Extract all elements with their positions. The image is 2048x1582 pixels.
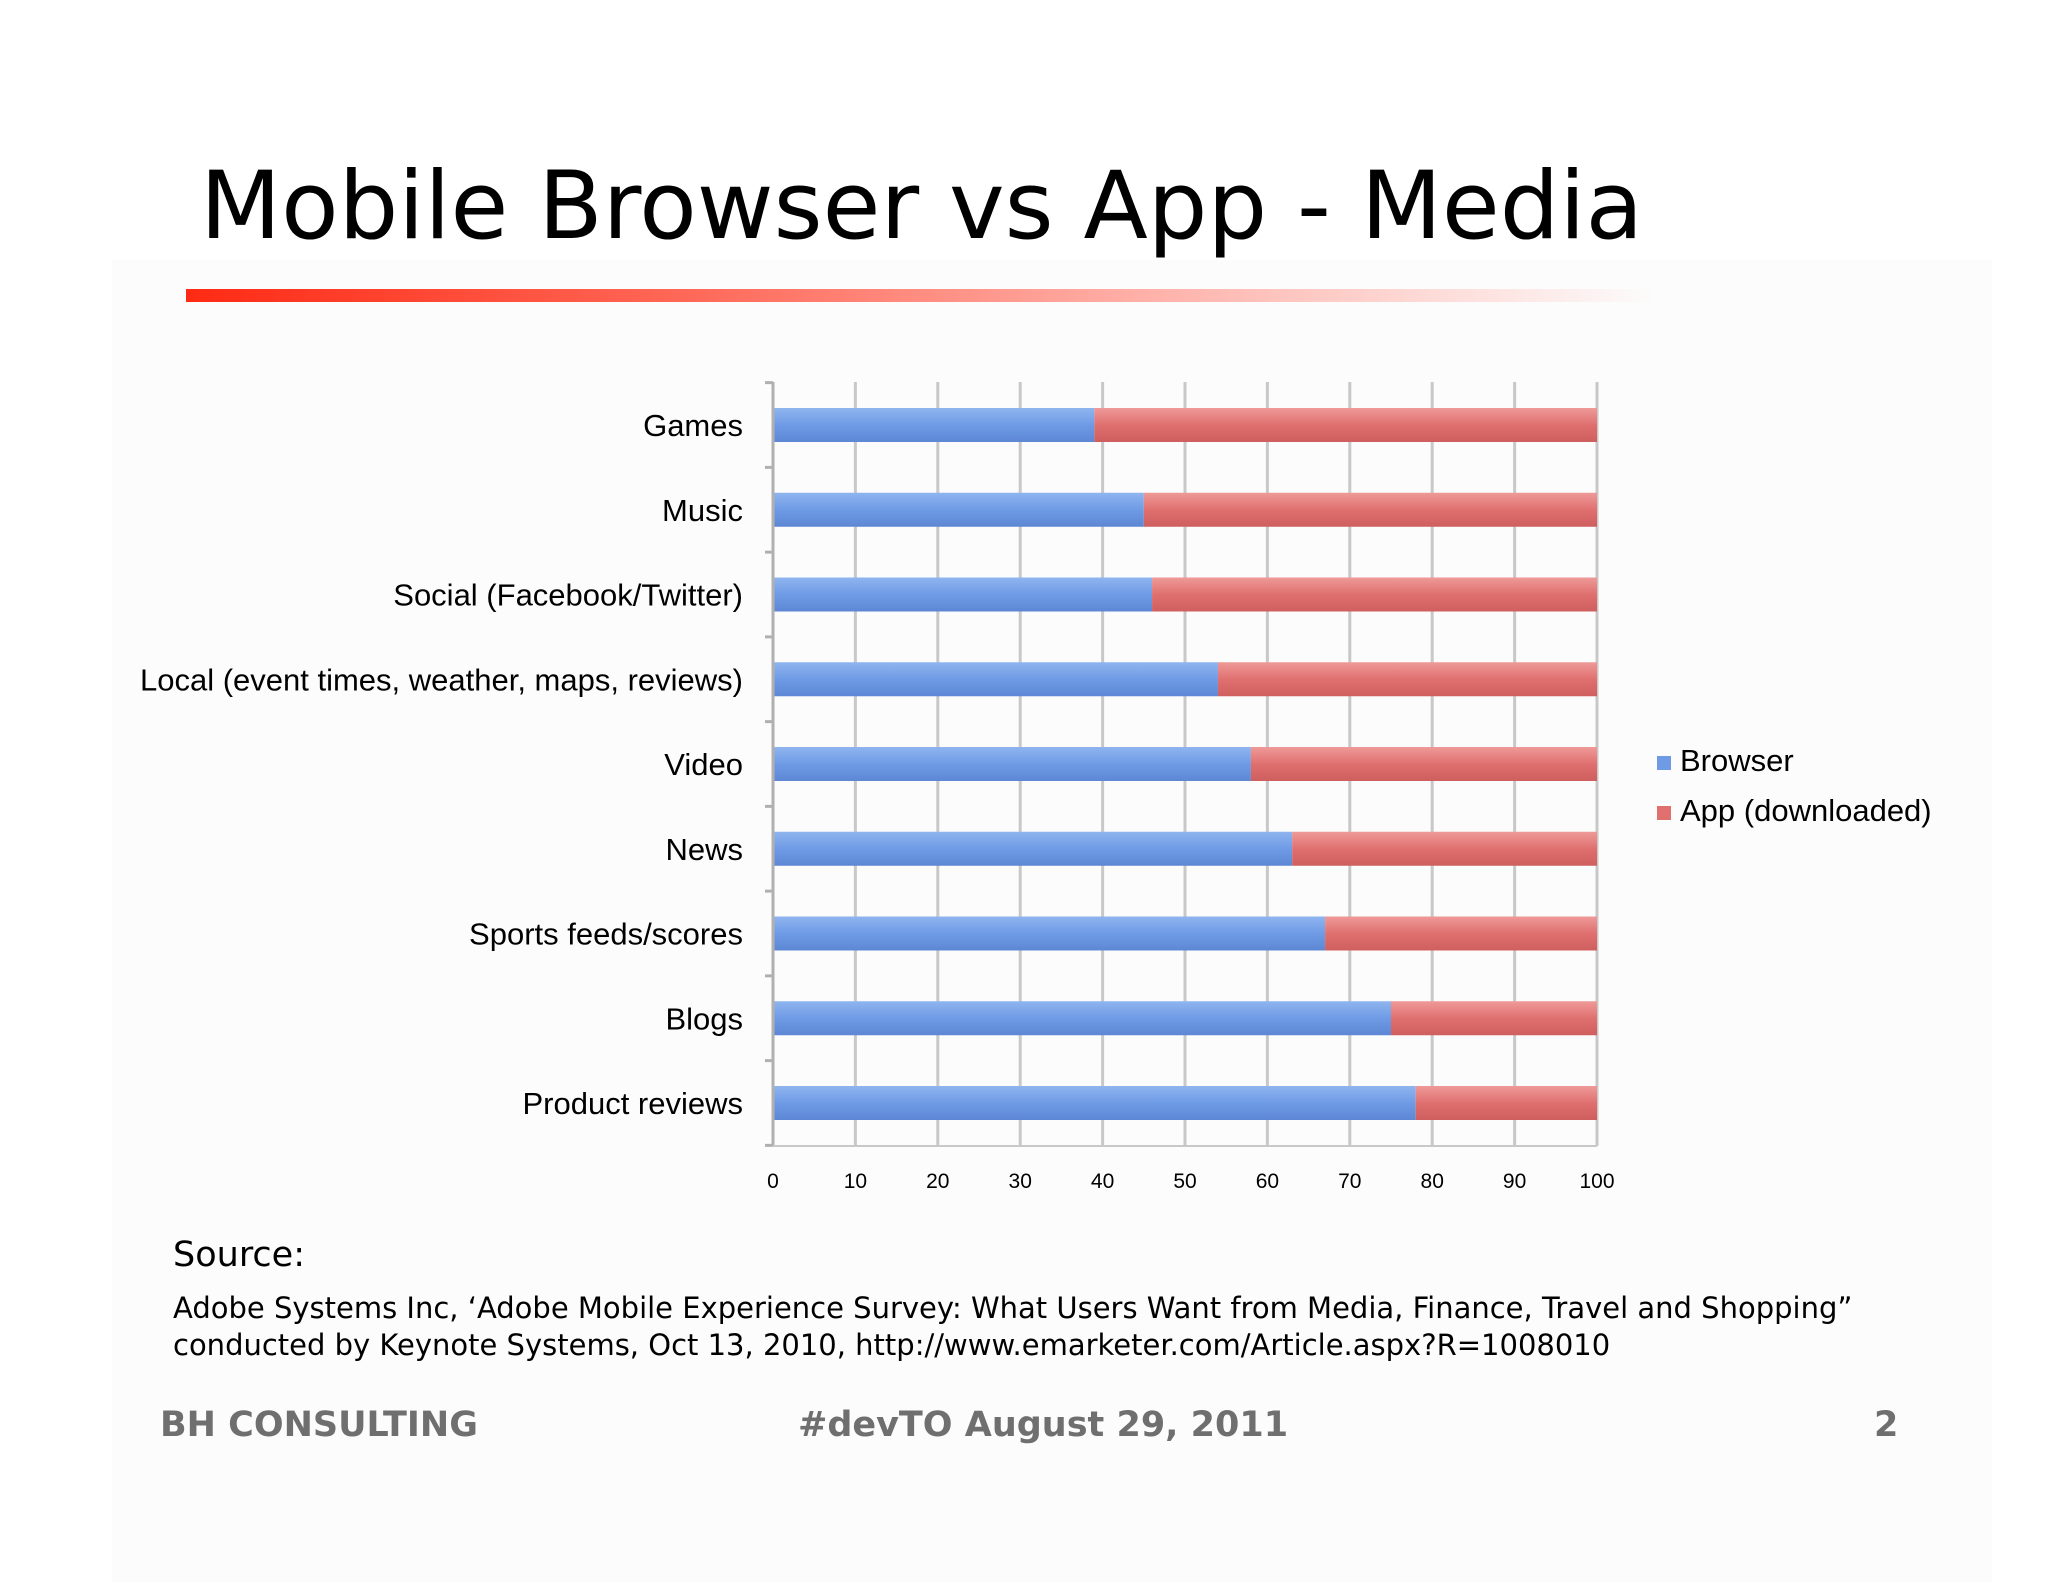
legend-label-app: App (downloaded): [1680, 793, 1932, 828]
bar-browser-5: [773, 831, 1293, 866]
bar-browser-8: [773, 1086, 1416, 1120]
footer-event-date: #devTO August 29, 2011: [798, 1405, 1289, 1445]
category-labels: Games Music Social (Facebook/Twitter) Local…: [140, 408, 743, 1121]
category-label: Local (event times, weather, maps, revie…: [140, 662, 743, 697]
x-tick-label: 90: [1503, 1170, 1526, 1193]
category-label: News: [665, 832, 743, 867]
x-tick-label: 30: [1009, 1170, 1032, 1193]
bar-browser-7: [773, 1001, 1391, 1036]
legend-swatch-browser: [1657, 756, 1671, 770]
bar-app-6: [1325, 916, 1597, 951]
slide-title: Mobile Browser vs App - Media: [200, 152, 1644, 261]
category-label: Music: [662, 493, 743, 528]
legend: Browser App (downloaded): [1657, 743, 1932, 828]
category-label: Blogs: [665, 1001, 743, 1036]
category-label: Games: [643, 408, 743, 443]
bar-app-5: [1292, 831, 1597, 866]
source-citation: Adobe Systems Inc, ‘Adobe Mobile Experie…: [173, 1290, 1993, 1364]
bars: [773, 408, 1597, 1120]
x-tick-label: 60: [1256, 1170, 1279, 1193]
axis: [765, 381, 1597, 1147]
category-label: Sports feeds/scores: [469, 917, 743, 952]
bar-browser-6: [773, 916, 1326, 951]
x-tick-label: 0: [767, 1170, 779, 1193]
tick-labels: 0 10 20 30 40 50 60 70 80 90 100: [767, 1170, 1614, 1193]
bar-browser-4: [773, 747, 1251, 781]
bar-browser-2: [773, 577, 1153, 612]
bar-app-7: [1391, 1001, 1597, 1036]
bar-app-2: [1152, 577, 1597, 612]
x-tick-label: 100: [1579, 1170, 1614, 1193]
bar-app-3: [1217, 662, 1597, 697]
category-label: Product reviews: [522, 1086, 743, 1121]
source-line-2: conducted by Keynote Systems, Oct 13, 20…: [173, 1328, 1611, 1362]
source-heading: Source:: [173, 1235, 306, 1275]
title-underline: [186, 289, 1656, 302]
x-tick-label: 80: [1421, 1170, 1444, 1193]
footer-company: BH CONSULTING: [160, 1405, 478, 1445]
bar-app-4: [1250, 747, 1597, 781]
footer-page-number: 2: [1874, 1405, 1899, 1445]
x-tick-label: 40: [1091, 1170, 1114, 1193]
x-tick-label: 70: [1338, 1170, 1361, 1193]
bar-app-1: [1143, 492, 1597, 527]
bar-browser-3: [773, 662, 1218, 697]
x-tick-label: 10: [844, 1170, 867, 1193]
category-label: Social (Facebook/Twitter): [393, 578, 743, 613]
bar-browser-1: [773, 492, 1144, 527]
x-tick-label: 20: [926, 1170, 949, 1193]
bar-app-8: [1415, 1086, 1597, 1120]
bar-browser-0: [773, 408, 1095, 442]
legend-label-browser: Browser: [1680, 743, 1794, 778]
category-label: Video: [664, 747, 743, 782]
bar-app-0: [1094, 408, 1597, 442]
x-tick-label: 50: [1173, 1170, 1196, 1193]
source-line-1: Adobe Systems Inc, ‘Adobe Mobile Experie…: [173, 1291, 1853, 1325]
legend-swatch-app: [1657, 806, 1671, 820]
stacked-bar-chart: Games Music Social (Facebook/Twitter) Local…: [140, 381, 1932, 1193]
